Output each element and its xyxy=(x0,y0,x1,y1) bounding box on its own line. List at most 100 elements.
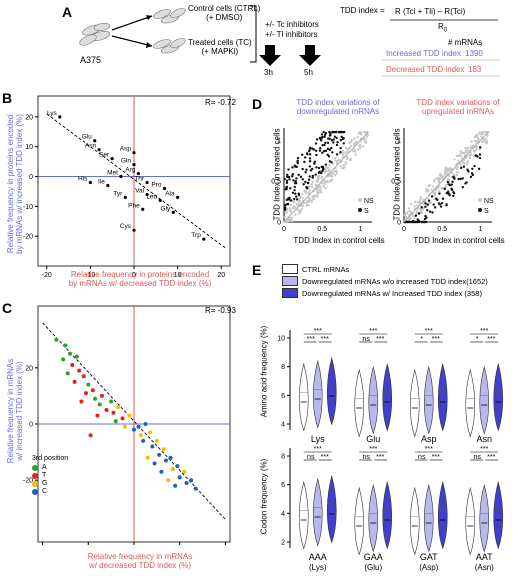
ns-point xyxy=(298,200,302,203)
violin-shape xyxy=(368,365,378,435)
ns-point xyxy=(285,211,288,214)
point-label: Asn xyxy=(85,143,97,150)
data-point xyxy=(141,207,145,211)
data-point xyxy=(123,195,127,200)
panel-d-title-right: TDD index variations of upregulated mRNA… xyxy=(403,98,513,116)
s-point xyxy=(438,192,441,195)
s-point xyxy=(326,153,329,157)
ns-point xyxy=(407,210,410,213)
ns-point xyxy=(342,149,345,153)
sig-label: *** xyxy=(425,446,433,453)
s-point xyxy=(333,130,337,134)
ns-point xyxy=(450,171,453,175)
point-label: Leu xyxy=(146,193,157,200)
group-label: GAA xyxy=(364,552,383,562)
s-point xyxy=(296,159,299,163)
sig-label: *** xyxy=(321,454,329,461)
ns-point xyxy=(315,189,318,192)
x-tick-label: 1 xyxy=(359,226,363,233)
ns-point xyxy=(433,198,436,201)
s-point xyxy=(462,165,466,168)
ns-point xyxy=(476,133,479,136)
time-5h: 5h xyxy=(304,68,313,77)
s-point xyxy=(326,137,330,140)
d-title-left1: TDD index variations of xyxy=(296,98,380,107)
s-point xyxy=(450,187,453,191)
y-tick-label: 0 xyxy=(29,174,33,181)
data-point xyxy=(158,198,162,202)
s-point xyxy=(339,138,343,142)
ns-point xyxy=(334,159,337,162)
s-point xyxy=(286,202,290,206)
ns-point xyxy=(327,168,331,171)
ns-point xyxy=(339,164,343,168)
s-point xyxy=(339,150,342,154)
s-point xyxy=(457,177,460,181)
data-point xyxy=(150,444,155,449)
ns-point xyxy=(447,178,451,182)
group-sublabel: (Asp) xyxy=(419,563,438,572)
s-point xyxy=(410,220,413,224)
panel-c-ylabel-line1: Relative frequency in mRNAs xyxy=(6,358,15,464)
s-point xyxy=(320,171,323,175)
y-tick-label: 8 xyxy=(281,364,285,371)
panel-e-legend: CTRL mRNAs Downregulated mRNAs w/o incre… xyxy=(282,264,488,298)
data-point xyxy=(202,237,206,241)
s-point xyxy=(417,212,421,215)
data-point xyxy=(145,455,150,460)
legend-s-marker xyxy=(478,208,482,212)
ns-point xyxy=(455,167,459,170)
violin-shape xyxy=(493,480,503,550)
legend-item: C xyxy=(32,488,68,495)
s-point xyxy=(319,147,322,150)
ns-point xyxy=(289,203,293,207)
s-point xyxy=(439,205,443,208)
ns-point xyxy=(444,173,448,177)
legend-label: CTRL mRNAs xyxy=(302,264,350,274)
ns-point xyxy=(362,145,365,148)
legend-item: G xyxy=(32,480,68,487)
legend-item: T xyxy=(32,472,68,479)
s-point xyxy=(308,146,312,150)
d-title-right2: upregulated mRNAs xyxy=(421,107,495,116)
s-point xyxy=(284,206,287,210)
s-point xyxy=(287,168,290,171)
data-point xyxy=(93,139,97,143)
data-point xyxy=(88,180,92,185)
ns-point xyxy=(307,185,311,188)
ns-point xyxy=(307,197,310,200)
legend-swatch-ctrl xyxy=(282,264,298,274)
panel-e-bottom-ylabel: Codon frequency (%) xyxy=(259,458,269,535)
s-point xyxy=(304,156,307,159)
sig-label: ns xyxy=(418,454,426,461)
data-point xyxy=(74,354,79,359)
sig-label: *** xyxy=(376,454,384,461)
tc-line2: (+ MAPKi) xyxy=(201,47,239,56)
x-tick-label: 20 xyxy=(217,272,225,279)
s-point xyxy=(322,130,325,134)
s-point xyxy=(314,173,317,176)
ns-point xyxy=(324,167,327,170)
ns-point xyxy=(288,207,292,210)
sig-label: ns xyxy=(474,454,482,461)
ns-point xyxy=(438,177,441,181)
violin-shape xyxy=(410,486,420,556)
y-tick-label: 1 xyxy=(277,138,281,145)
ns-point xyxy=(464,150,467,153)
violin-shape xyxy=(313,359,323,429)
ns-point xyxy=(466,149,470,152)
ns-point xyxy=(486,133,489,137)
panel-c-ylabel: Relative frequency in mRNAs w/ increased… xyxy=(6,311,24,511)
s-point xyxy=(459,177,462,181)
ns-point xyxy=(444,185,447,189)
ns-point xyxy=(479,132,482,135)
s-point xyxy=(293,185,296,189)
legend-dot-t xyxy=(32,472,38,479)
ns-point xyxy=(304,189,308,193)
inhibitor-tc: +/- Tc inhibitors xyxy=(265,20,319,29)
s-point xyxy=(302,183,305,186)
panel-b-scatter: -20 -10 0 10 20 -20 -10 0 10 20 Lys Glu Asn Asp Ser Gln… xyxy=(23,95,231,279)
ns-point xyxy=(331,171,335,174)
legend-dot-g xyxy=(32,480,38,487)
